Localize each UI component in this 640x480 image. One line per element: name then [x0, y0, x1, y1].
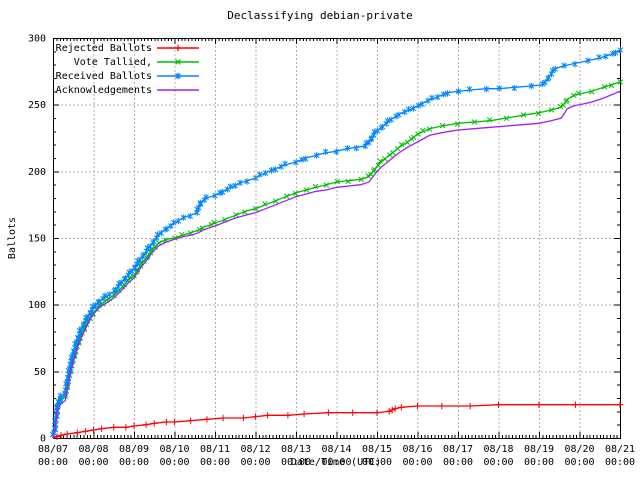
x-tick-date-label: 08/08: [78, 444, 108, 455]
x-tick-date-label: 08/20: [564, 444, 594, 455]
x-tick-date-label: 08/19: [524, 444, 554, 455]
y-tick-label: 200: [28, 167, 46, 178]
x-tick-time-label: 00:00: [281, 457, 311, 468]
x-tick-time-label: 00:00: [362, 457, 392, 468]
x-tick-time-label: 00:00: [483, 457, 513, 468]
x-tick-date-label: 08/11: [200, 444, 230, 455]
series-acknowledgements: [52, 90, 621, 439]
legend-item-acknowledgements: Acknowledgements: [55, 83, 200, 97]
y-tick-label: 50: [34, 367, 46, 378]
x-tick-time-label: 00:00: [38, 457, 68, 468]
legend-sample-plus-icon: [157, 44, 199, 52]
x-tick-date-label: 08/21: [605, 444, 635, 455]
x-tick-time-label: 00:00: [159, 457, 189, 468]
x-tick-date-label: 08/13: [281, 444, 311, 455]
series-received-ballots: [49, 46, 624, 439]
legend: Rejected Ballots Vote Tallied, Received …: [55, 41, 200, 97]
legend-item-received-ballots: Received Ballots: [55, 69, 200, 83]
tick-labels: 0 50 100 150 200 250 300 08/07 00:00 08/08 00:00 08…: [28, 34, 635, 469]
legend-sample-cross-icon: [157, 59, 199, 65]
legend-sample-star-icon: [157, 72, 199, 80]
series-rejected-ballots: [52, 401, 624, 440]
y-tick-label: 150: [28, 234, 46, 245]
x-tick-date-label: 08/12: [240, 444, 270, 455]
x-tick-time-label: 00:00: [564, 457, 594, 468]
legend-label-acknowledgements: Acknowledgements: [55, 84, 152, 96]
y-tick-label: 100: [28, 300, 46, 311]
y-tick-label: 0: [40, 434, 46, 445]
chart-title: Declassifying debian-private: [227, 9, 413, 22]
legend-label-vote-tallied: Vote Tallied,: [73, 56, 152, 68]
y-tick-label: 300: [28, 34, 46, 45]
legend-item-vote-tallied: Vote Tallied,: [55, 55, 200, 69]
x-tick-time-label: 00:00: [321, 457, 351, 468]
series-line-acknowledgements: [52, 90, 621, 439]
x-tick-date-label: 08/14: [321, 444, 351, 455]
x-tick-date-label: 08/16: [402, 444, 432, 455]
x-tick-time-label: 00:00: [443, 457, 473, 468]
x-tick-date-label: 08/17: [443, 444, 473, 455]
x-tick-date-label: 08/09: [119, 444, 149, 455]
x-tick-time-label: 00:00: [402, 457, 432, 468]
x-tick-time-label: 00:00: [240, 457, 270, 468]
y-tick-label: 250: [28, 100, 46, 111]
legend-label-rejected-ballots: Rejected Ballots: [55, 42, 152, 54]
x-tick-date-label: 08/07: [38, 444, 68, 455]
x-tick-date-label: 08/10: [159, 444, 189, 455]
x-tick-time-label: 00:00: [524, 457, 554, 468]
x-tick-time-label: 00:00: [119, 457, 149, 468]
x-tick-date-label: 08/15: [362, 444, 392, 455]
x-tick-date-label: 08/18: [483, 444, 513, 455]
x-tick-time-label: 00:00: [200, 457, 230, 468]
grid-lines: [53, 38, 620, 438]
legend-sample-line-icon: [157, 89, 199, 91]
series-markers-rejected-ballots: [53, 401, 624, 440]
legend-item-rejected-ballots: Rejected Ballots: [55, 41, 200, 55]
x-tick-time-label: 00:00: [605, 457, 635, 468]
x-tick-time-label: 00:00: [78, 457, 108, 468]
series-markers-received-ballots: [49, 46, 624, 438]
y-axis-label: Ballots: [7, 216, 18, 260]
x-axis-label: Date/Time (UTC): [290, 457, 382, 468]
legend-label-received-ballots: Received Ballots: [55, 70, 152, 82]
